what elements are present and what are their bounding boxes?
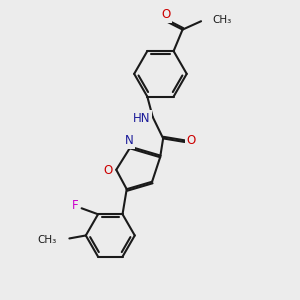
Text: F: F [72,199,78,212]
Text: O: O [161,8,170,21]
Text: HN: HN [133,112,150,125]
Text: CH₃: CH₃ [212,15,232,25]
Text: O: O [103,164,112,177]
Text: CH₃: CH₃ [38,235,57,245]
Text: N: N [125,134,134,147]
Text: O: O [187,134,196,147]
